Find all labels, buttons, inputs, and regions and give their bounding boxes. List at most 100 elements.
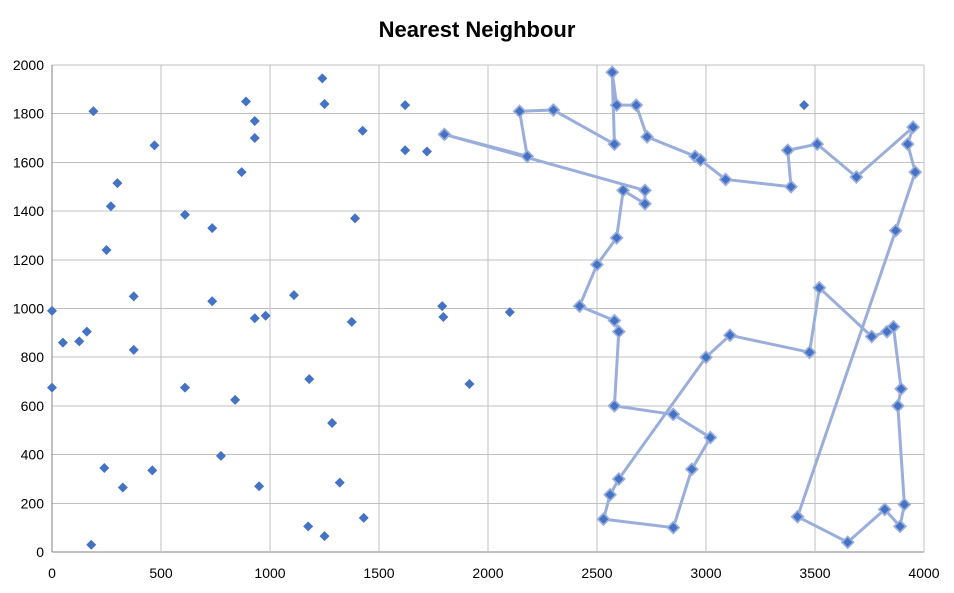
data-point (112, 178, 123, 189)
data-point (799, 100, 810, 111)
route-point (640, 185, 650, 196)
route-point (605, 490, 615, 500)
y-tick-label: 200 (21, 495, 45, 511)
data-point (358, 512, 369, 523)
data-point (105, 201, 116, 212)
x-tick-label: 3500 (799, 565, 830, 581)
data-point (149, 140, 160, 151)
data-point (303, 521, 314, 532)
y-tick-label: 1000 (13, 301, 44, 317)
route-point (592, 260, 602, 270)
grid-layer (51, 64, 925, 553)
data-point (128, 291, 139, 302)
route-point (687, 464, 697, 474)
data-point (128, 344, 139, 355)
data-point (215, 450, 226, 461)
x-tick-label: 0 (48, 565, 56, 581)
data-point (438, 312, 449, 323)
route-point (640, 199, 650, 209)
route-point (548, 105, 558, 115)
route-point (695, 155, 706, 165)
route-point (609, 401, 620, 411)
route-point (792, 512, 803, 522)
data-point (179, 209, 190, 220)
route-point (614, 327, 624, 337)
route-point (882, 327, 892, 337)
data-point (230, 394, 241, 405)
y-tick-label: 0 (36, 544, 44, 560)
data-point (47, 382, 57, 393)
data-point (400, 100, 411, 111)
route-point (701, 352, 711, 362)
route-point (705, 432, 715, 443)
data-point (504, 307, 515, 318)
point-layer (47, 65, 923, 550)
route-point (895, 521, 905, 532)
data-point (317, 73, 328, 84)
x-tick-label: 500 (149, 565, 173, 581)
route-point (851, 172, 862, 182)
data-point (236, 167, 247, 178)
data-point (350, 213, 361, 224)
route-line (442, 70, 917, 544)
data-point (249, 133, 260, 144)
route-point (607, 67, 617, 77)
data-point (319, 531, 330, 542)
data-point (207, 296, 218, 307)
route-point (642, 132, 652, 142)
y-tick-label: 1400 (13, 203, 44, 219)
y-tick-label: 800 (21, 349, 45, 365)
route-point (899, 499, 909, 510)
data-point (207, 223, 218, 234)
route-point (721, 174, 731, 185)
data-point (241, 96, 252, 107)
data-point (327, 417, 338, 428)
route-point (631, 100, 641, 110)
y-tick-label: 1200 (13, 252, 44, 268)
route-point (867, 331, 877, 342)
tick-label-layer: 0 200 400 600 800 1000 1200 1400 1600 1800 2000 0 50… (13, 57, 940, 581)
data-point (421, 146, 432, 157)
route-point (891, 225, 901, 236)
x-tick-label: 4000 (908, 565, 939, 581)
data-point (334, 477, 345, 488)
y-tick-label: 1800 (13, 106, 44, 122)
data-point (74, 336, 85, 347)
data-point (249, 116, 260, 127)
data-point (357, 125, 368, 136)
data-point (47, 305, 57, 316)
y-tick-label: 2000 (13, 57, 44, 73)
route-point (690, 151, 700, 161)
route-point (612, 233, 622, 243)
y-tick-label: 600 (21, 398, 45, 414)
data-point (437, 301, 448, 312)
data-point (260, 310, 271, 321)
data-point (400, 145, 411, 156)
route-point (910, 167, 920, 177)
data-point (99, 462, 110, 473)
data-point (464, 378, 475, 389)
data-point (101, 245, 112, 256)
route-point (893, 401, 903, 411)
route-point (814, 283, 824, 293)
route-point (908, 122, 918, 132)
data-point (57, 337, 68, 348)
route-point (515, 106, 525, 116)
route-point (903, 139, 913, 149)
data-point (346, 316, 357, 327)
route-point (786, 182, 796, 192)
data-point (88, 106, 99, 117)
x-tick-label: 1000 (254, 565, 285, 581)
route-point (609, 316, 620, 326)
route-point (614, 474, 624, 484)
route-point (668, 523, 678, 533)
data-point (117, 482, 128, 493)
x-tick-label: 3000 (690, 565, 721, 581)
route-point (880, 504, 890, 514)
route-point (439, 129, 449, 139)
data-point (86, 539, 97, 550)
data-point (81, 326, 92, 337)
chart-title: Nearest Neighbour (379, 17, 576, 42)
route-point (612, 100, 622, 110)
